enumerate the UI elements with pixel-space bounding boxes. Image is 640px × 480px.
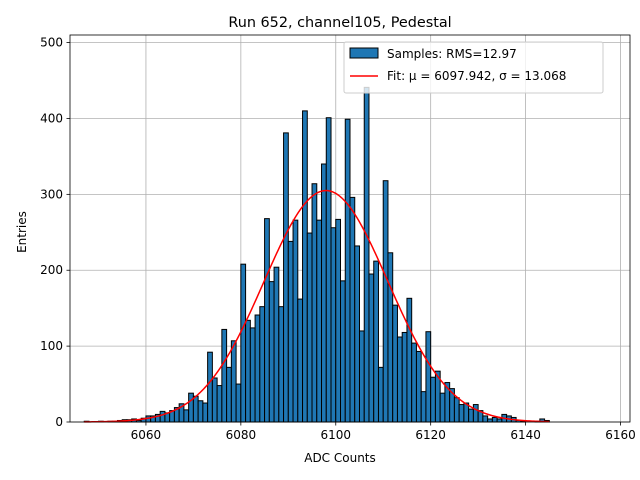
histogram-bar [207, 351, 213, 423]
histogram-bar [297, 298, 304, 423]
histogram-bar [415, 350, 422, 423]
legend-label-fit: Fit: μ = 6097.942, σ = 13.068 [387, 69, 566, 83]
histogram-bar [245, 319, 251, 423]
legend-box [343, 41, 604, 94]
histogram-bar [221, 328, 228, 423]
histogram-bar [373, 260, 379, 423]
histogram-bar [240, 263, 247, 423]
histogram-bar [202, 402, 209, 423]
x-tick-label: 6120 [415, 428, 446, 442]
histogram-bar [278, 306, 285, 423]
histogram-bar [340, 280, 346, 423]
legend-swatch-samples [349, 47, 379, 59]
histogram-bars [83, 86, 550, 423]
histogram-bar [330, 227, 337, 423]
histogram-bar [183, 409, 190, 423]
histogram-bar [302, 110, 308, 423]
histogram-bar [406, 297, 413, 423]
histogram-bar [344, 118, 351, 423]
legend: Samples: RMS=12.97 Fit: μ = 6097.942, σ … [343, 41, 604, 94]
histogram-bar [226, 366, 232, 423]
x-tick-label: 6160 [605, 428, 636, 442]
y-tick-label: 200 [40, 263, 63, 277]
histogram-bar [311, 183, 318, 423]
histogram-bar [264, 218, 270, 423]
histogram-bar [491, 416, 498, 423]
histogram-bar [453, 397, 460, 423]
histogram-bar [496, 418, 503, 423]
histogram-bar [387, 252, 394, 423]
histogram-bar [211, 377, 218, 423]
histogram-bar [216, 385, 223, 423]
y-tick-label: 500 [40, 36, 63, 50]
histogram-bar [363, 86, 370, 423]
x-axis-label: ADC Counts [304, 451, 376, 465]
histogram-bar [358, 330, 365, 423]
histogram-bar [354, 245, 360, 423]
histogram-bar [283, 132, 289, 423]
histogram-bar [392, 304, 398, 423]
y-tick-label: 400 [40, 111, 63, 125]
x-tick-label: 6140 [510, 428, 541, 442]
x-tick-label: 6080 [226, 428, 257, 442]
histogram-bar [316, 219, 323, 423]
histogram-bar [254, 314, 261, 423]
histogram-bar [349, 196, 356, 423]
histogram-bar [292, 219, 299, 423]
histogram-bar [396, 336, 403, 423]
histogram-bar [468, 408, 474, 423]
histogram-bar [377, 366, 384, 423]
y-axis-ticks: 0 100 200 300 400 500 [40, 36, 70, 429]
histogram-bar [411, 342, 417, 423]
histogram-bar [259, 306, 266, 423]
histogram-bar [197, 400, 204, 423]
histogram-bar [230, 340, 237, 423]
y-axis-label: Entries [15, 211, 29, 253]
histogram-bar [268, 281, 275, 423]
histogram-bar [335, 218, 342, 423]
histogram-bar [159, 410, 166, 423]
histogram-bar [325, 117, 332, 423]
histogram-bar [321, 163, 327, 423]
x-tick-label: 6100 [320, 428, 351, 442]
histogram-bar [401, 331, 408, 423]
legend-label-samples: Samples: RMS=12.97 [387, 47, 517, 61]
histogram-bar [235, 383, 242, 423]
histogram-bar [306, 232, 313, 423]
histogram-bar [382, 180, 389, 423]
chart-title: Run 652, channel105, Pedestal [228, 15, 451, 31]
histogram-bar [273, 266, 280, 423]
y-tick-label: 300 [40, 187, 63, 201]
histogram-bar [425, 331, 432, 423]
y-tick-label: 100 [40, 339, 63, 353]
axes-frame [69, 34, 631, 423]
y-tick-label: 0 [55, 415, 63, 429]
histogram-bar [482, 415, 489, 423]
histogram-bar [287, 240, 294, 423]
histogram-bar [192, 395, 199, 423]
histogram-bar [439, 392, 446, 423]
x-tick-label: 6060 [131, 428, 162, 442]
x-axis-ticks: 6060 6080 6100 6120 6140 6160 [131, 422, 636, 442]
histogram-bar [420, 391, 427, 423]
histogram-bar [472, 404, 479, 423]
histogram-bar [458, 404, 465, 423]
histogram-bar [188, 392, 194, 423]
histogram-bar [368, 273, 375, 423]
histogram-bar [249, 327, 256, 423]
histogram-bar [487, 418, 493, 423]
fit-curve [84, 189, 550, 423]
histogram-bar [430, 376, 436, 423]
